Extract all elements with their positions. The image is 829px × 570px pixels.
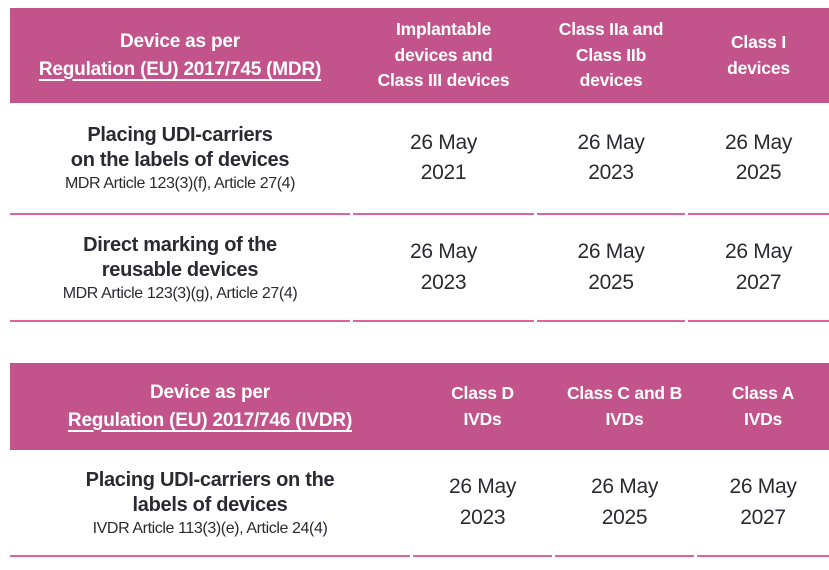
date-cell: 26 May 2023 [413,450,552,557]
date-cell: 26 May 2023 [353,215,534,322]
table-row: Direct marking of the reusable devices M… [10,215,829,322]
date-cell: 26 May 2025 [688,103,829,215]
header-line: Device as per [150,381,270,403]
header-line: Device as per [120,30,240,52]
date-cell: 26 May 2027 [688,215,829,322]
ivdr-device-column-header: Device as per Regulation (EU) 2017/746 (… [10,379,410,434]
table-row: Placing UDI-carriers on the labels of de… [10,450,829,557]
mdr-device-column-header: Device as per Regulation (EU) 2017/745 (… [10,28,350,83]
date-cell: 26 May 2027 [697,450,829,557]
date-cell: 26 May 2021 [353,103,534,215]
ivdr-table: Device as per Regulation (EU) 2017/746 (… [10,363,829,557]
row-reference: MDR Article 123(3)(f), Article 27(4) [64,175,296,192]
device-cell: Direct marking of the reusable devices M… [10,215,350,322]
date-cell: 26 May 2025 [555,450,694,557]
mdr-table: Device as per Regulation (EU) 2017/745 (… [10,8,829,322]
date-value: 26 May 2027 [729,475,797,529]
date-value: 26 May 2023 [409,240,478,294]
table-row: Placing UDI-carriers on the labels of de… [10,103,829,215]
mdr-column-header-class1: Class I devices [727,32,790,78]
date-value: 26 May 2023 [577,130,645,184]
row-reference: IVDR Article 113(3)(e), Article 24(4) [92,519,328,537]
date-value: 26 May 2023 [448,475,517,529]
ivdr-column-header-classA: Class A IVDs [731,383,795,429]
mdr-header-row: Device as per Regulation (EU) 2017/745 (… [10,8,829,103]
date-value: 26 May 2027 [724,240,793,294]
date-cell: 26 May 2025 [537,215,685,322]
row-reference: MDR Article 123(3)(g), Article 27(4) [62,284,298,302]
ivdr-column-header-classCB: Class C and B IVDs [566,383,683,429]
row-title: Direct marking of the reusable devices [83,233,277,281]
ivdr-header-row: Device as per Regulation (EU) 2017/746 (… [10,363,829,450]
date-value: 26 May 2025 [724,130,793,184]
mdr-column-header-implantable: Implantable devices and Class III device… [377,19,510,91]
row-title: Placing UDI-carriers on the labels of de… [85,468,335,516]
date-value: 26 May 2025 [577,240,645,294]
ivdr-regulation-link[interactable]: Regulation (EU) 2017/746 (IVDR) [67,409,353,431]
device-cell: Placing UDI-carriers on the labels of de… [10,103,350,215]
date-value: 26 May 2025 [590,475,659,529]
device-cell: Placing UDI-carriers on the labels of de… [10,450,410,557]
ivdr-column-header-classD: Class D IVDs [451,383,514,429]
mdr-regulation-link[interactable]: Regulation (EU) 2017/745 (MDR) [38,58,322,80]
mdr-column-header-class2: Class IIa and Class IIb devices [558,19,664,91]
date-cell: 26 May 2023 [537,103,685,215]
row-title: Placing UDI-carriers on the labels of de… [70,124,290,171]
date-value: 26 May 2021 [409,130,478,184]
